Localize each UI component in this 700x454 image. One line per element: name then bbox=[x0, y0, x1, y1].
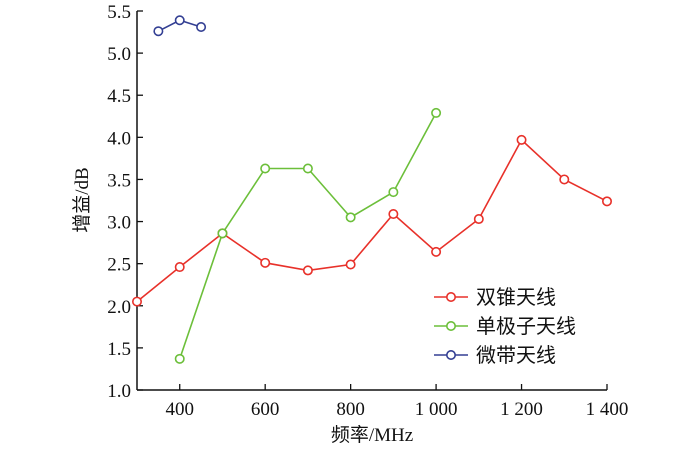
data-point bbox=[260, 257, 271, 268]
x-tick-label: 400 bbox=[165, 399, 194, 420]
y-tick-label: 2.5 bbox=[107, 255, 131, 276]
data-point bbox=[174, 15, 185, 26]
x-axis-label: 频率/MHz bbox=[331, 424, 413, 446]
x-tick-label: 600 bbox=[251, 399, 280, 420]
data-point bbox=[345, 259, 356, 270]
data-point bbox=[260, 163, 271, 174]
data-point bbox=[388, 187, 399, 198]
data-point bbox=[302, 265, 313, 276]
data-point bbox=[217, 228, 228, 239]
y-tick-label: 3.0 bbox=[107, 213, 131, 234]
data-point bbox=[473, 214, 484, 225]
legend-marker bbox=[445, 349, 456, 360]
data-point bbox=[174, 353, 185, 364]
data-point bbox=[431, 246, 442, 257]
data-point bbox=[516, 134, 527, 145]
x-tick-label: 1 200 bbox=[500, 399, 543, 420]
legend-label: 微带天线 bbox=[476, 344, 556, 367]
y-tick-label: 1.0 bbox=[107, 381, 131, 402]
legend-marker bbox=[445, 320, 456, 331]
x-tick-label: 1 400 bbox=[586, 399, 629, 420]
y-tick-label: 5.0 bbox=[107, 44, 131, 65]
y-axis-label: 增益/dB bbox=[71, 167, 93, 232]
x-tick-label: 1 000 bbox=[415, 399, 458, 420]
data-point bbox=[174, 262, 185, 273]
y-tick-label: 3.5 bbox=[107, 170, 131, 191]
data-point bbox=[302, 163, 313, 174]
y-tick-label: 4.5 bbox=[107, 86, 131, 107]
data-point bbox=[431, 107, 442, 118]
legend-marker bbox=[445, 291, 456, 302]
series-line bbox=[136, 138, 608, 303]
y-tick-label: 5.5 bbox=[107, 2, 131, 23]
data-point bbox=[196, 22, 207, 33]
data-point bbox=[132, 296, 143, 307]
legend-label: 单极子天线 bbox=[476, 315, 576, 338]
y-tick-label: 4.0 bbox=[107, 128, 131, 149]
legend-label: 双锥天线 bbox=[476, 286, 556, 309]
y-tick-label: 1.5 bbox=[107, 339, 131, 360]
data-point bbox=[345, 212, 356, 223]
data-point bbox=[153, 26, 164, 37]
y-tick-label: 2.0 bbox=[107, 297, 131, 318]
data-point bbox=[601, 196, 612, 207]
series-group bbox=[132, 15, 612, 364]
data-point bbox=[559, 174, 570, 185]
data-point bbox=[388, 208, 399, 219]
axes: 1.0 1.5 2.0 2.5 3.0 3.5 4.0 4.5 5.0 5.5 400 600 800 1… bbox=[107, 2, 628, 420]
x-tick-label: 800 bbox=[336, 399, 365, 420]
